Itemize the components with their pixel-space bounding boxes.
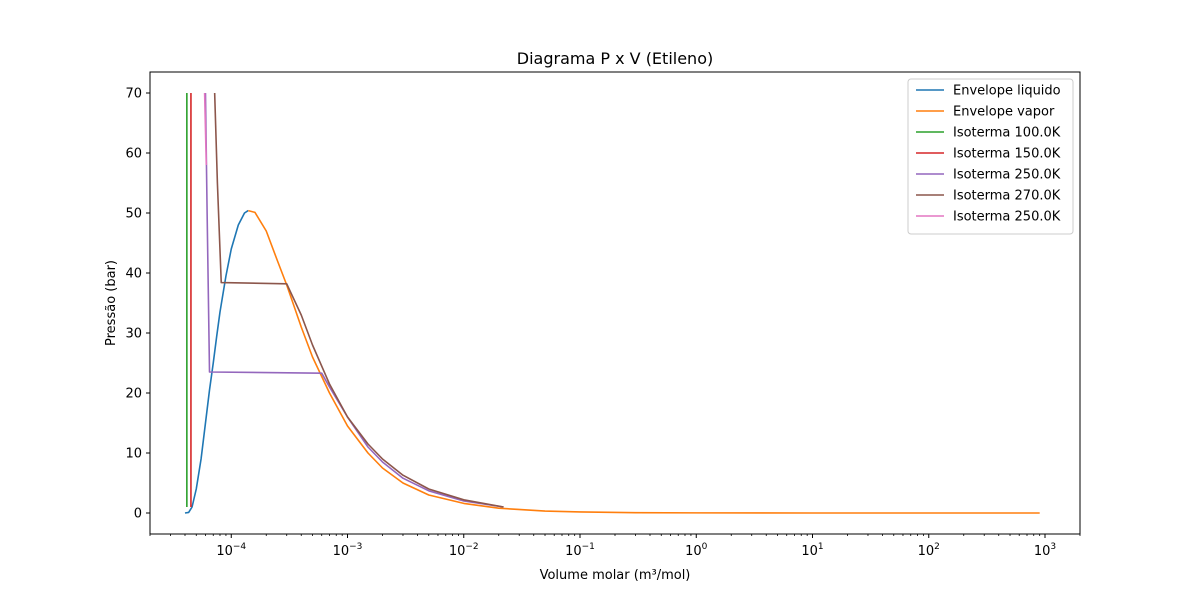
legend-entry-label: Isoterma 250.0K	[953, 168, 1061, 183]
legend-box	[907, 78, 1074, 235]
x-tick-label: 10−4	[216, 542, 246, 559]
x-tick-label: 103	[1034, 542, 1056, 559]
y-tick-label: 40	[125, 267, 142, 282]
legend-entry-label: Isoterma 150.0K	[953, 147, 1061, 162]
y-axis-label: Pressão (bar)	[104, 260, 119, 346]
x-tick-label: 10−2	[449, 542, 479, 559]
legend-entry-label: Isoterma 100.0K	[953, 126, 1061, 141]
x-tick-label: 10−1	[565, 542, 595, 559]
y-tick-label: 50	[125, 207, 142, 222]
y-tick-label: 30	[125, 327, 142, 342]
x-tick-label: 102	[918, 542, 940, 559]
y-tick-label: 20	[125, 387, 142, 402]
series-line-2	[248, 209, 1040, 514]
y-tick-label: 0	[134, 507, 142, 522]
series-line-1	[184, 209, 249, 514]
y-tick-label: 60	[125, 147, 142, 162]
legend-entry-label: Envelope vapor	[953, 105, 1055, 120]
x-tick-label: 101	[801, 542, 823, 559]
series-line-6	[213, 92, 504, 508]
legend: Envelope liquido Envelope vapor Isoterma 1…	[907, 78, 1074, 235]
series-line-5	[204, 92, 504, 508]
x-axis: 10−4 10−3 10−2 10−1 100 101 102 103	[149, 534, 1081, 559]
x-axis-label: Volume molar (m³/mol)	[540, 568, 691, 583]
x-tick-label: 100	[685, 542, 708, 559]
y-tick-label: 10	[125, 447, 142, 462]
x-tick-label: 10−3	[333, 542, 363, 559]
legend-entry-label: Isoterma 250.0K	[953, 210, 1061, 225]
chart-title: Diagrama P x V (Etileno)	[517, 49, 713, 68]
y-tick-label: 70	[125, 87, 142, 102]
legend-entry-label: Envelope liquido	[953, 84, 1061, 99]
y-axis: 0 10 20 30 40 50 60 70	[125, 87, 150, 522]
series-line-7	[203, 92, 208, 166]
legend-entry-label: Isoterma 270.0K	[953, 189, 1061, 204]
